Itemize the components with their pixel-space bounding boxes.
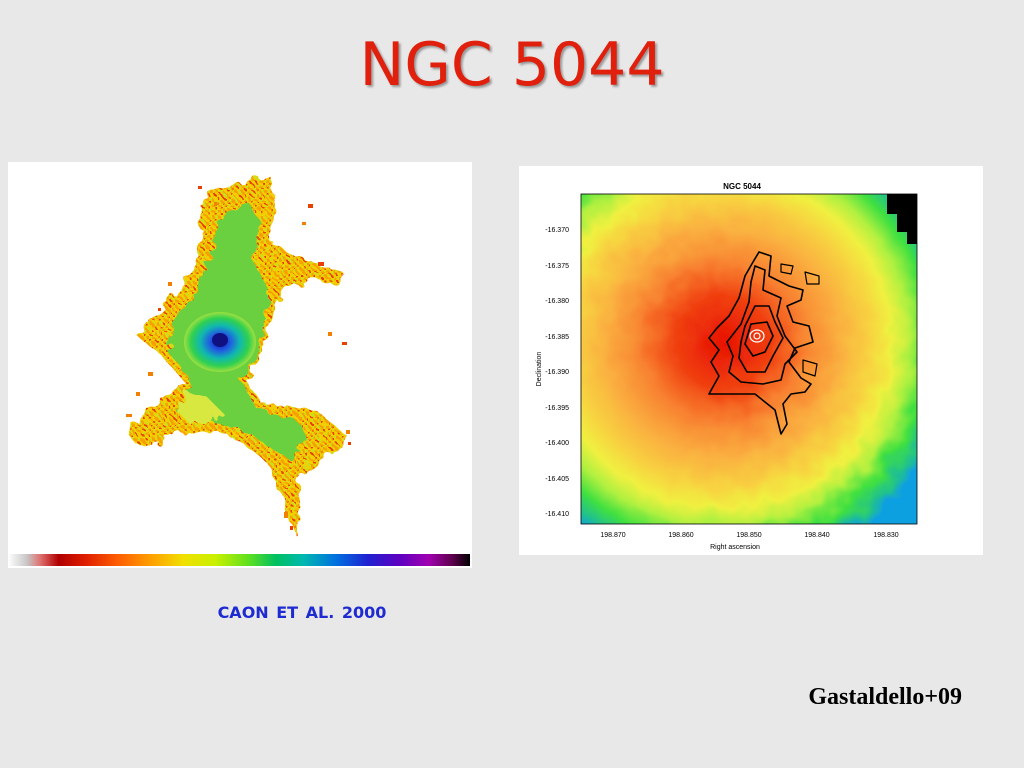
xray-contours xyxy=(708,251,820,435)
y-tick-label: -16.375 xyxy=(545,263,569,270)
halpha-emission-map xyxy=(8,176,470,566)
core-contours xyxy=(749,329,765,343)
x-tick-label: 198.870 xyxy=(600,532,625,539)
y-tick-label: -16.370 xyxy=(545,227,569,234)
y-axis-label: Declination xyxy=(536,352,543,387)
temperature-field xyxy=(580,193,918,525)
citation-credit: Gastaldello+09 xyxy=(808,684,962,710)
y-tick-label: -16.380 xyxy=(545,298,569,305)
y-tick-label: -16.410 xyxy=(545,511,569,518)
halpha-image-panel xyxy=(8,162,472,568)
halpha-scatter xyxy=(126,186,351,530)
x-axis: 198.870 198.860 198.850 198.840 198.830 xyxy=(600,532,898,539)
y-tick-label: -16.385 xyxy=(545,334,569,341)
y-tick-label: -16.405 xyxy=(545,476,569,483)
y-tick-label: -16.390 xyxy=(545,369,569,376)
x-tick-label: 198.840 xyxy=(804,532,829,539)
y-tick-label: -16.395 xyxy=(545,405,569,412)
halpha-colorbar xyxy=(8,554,470,566)
x-tick-label: 198.860 xyxy=(668,532,693,539)
temperature-map: NGC 5044 -16.370 xyxy=(536,182,918,551)
y-axis: -16.370 -16.375 -16.380 -16.385 -16.390 … xyxy=(545,227,569,518)
plot-title: NGC 5044 xyxy=(723,182,761,191)
x-tick-label: 198.830 xyxy=(873,532,898,539)
x-axis-label: Right ascension xyxy=(710,544,760,551)
x-tick-label: 198.850 xyxy=(736,532,761,539)
figure-caption: CAON ET AL. 2000 xyxy=(217,603,387,622)
temperature-map-panel: NGC 5044 -16.370 xyxy=(519,166,983,555)
slide-title: NGC 5044 xyxy=(359,30,665,100)
y-tick-label: -16.400 xyxy=(545,440,569,447)
